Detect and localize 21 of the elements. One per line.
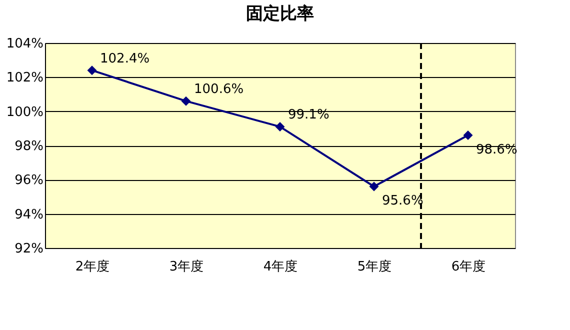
y-tick-label: 102% [6, 70, 44, 86]
x-tick-label: 2年度 [75, 258, 110, 274]
x-tick-label: 4年度 [263, 258, 298, 274]
y-tick-label: 98% [14, 139, 44, 154]
point [87, 66, 97, 76]
x-tick-label: 5年度 [357, 258, 392, 274]
point [181, 96, 191, 106]
y-tick-label: 94% [14, 207, 44, 222]
y-tick-label: 92% [14, 242, 44, 256]
data-label: 102.4% [100, 51, 150, 66]
y-tick-label: 104% [6, 36, 44, 52]
x-tick-label: 6年度 [451, 258, 486, 274]
data-label: 95.6% [382, 194, 424, 208]
y-tick-label: 96% [14, 173, 44, 188]
point [275, 122, 285, 132]
y-tick-label: 100% [6, 104, 44, 120]
data-label: 100.6% [194, 82, 244, 98]
chart-title: 固定比率 [246, 4, 314, 24]
point [463, 130, 473, 140]
point [369, 182, 379, 192]
x-tick-label: 3年度 [169, 258, 204, 274]
